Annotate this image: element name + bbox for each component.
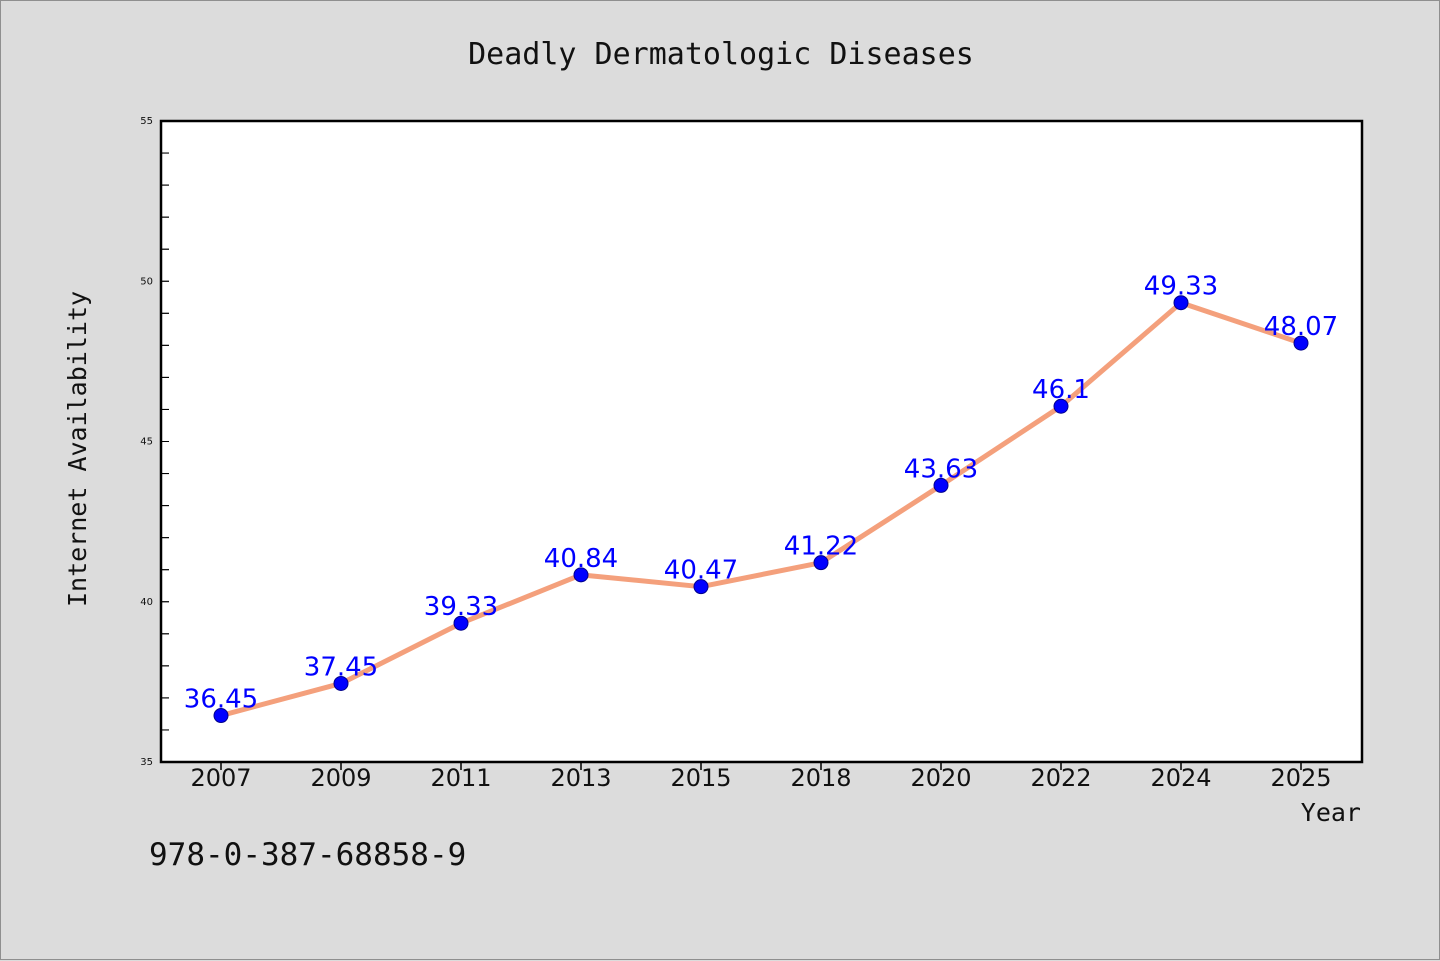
y-axis: 35 40 45 50 55 bbox=[140, 116, 169, 768]
data-point bbox=[1053, 398, 1069, 414]
x-tick-label: 2024 bbox=[1150, 764, 1211, 792]
isbn-footnote: 978-0-387-68858-9 bbox=[149, 837, 466, 873]
x-tick-label: 2015 bbox=[670, 764, 731, 792]
data-label: 36.45 bbox=[184, 685, 258, 715]
y-tick-label: 55 bbox=[140, 116, 153, 127]
data-point bbox=[813, 555, 829, 571]
data-label: 43.63 bbox=[904, 454, 978, 484]
data-point bbox=[693, 579, 709, 595]
plot-area bbox=[159, 119, 1364, 764]
x-tick-label: 2020 bbox=[910, 764, 971, 792]
x-tick-label: 2007 bbox=[190, 764, 251, 792]
x-axis-label: Year bbox=[1301, 798, 1361, 827]
data-point bbox=[213, 708, 229, 724]
y-tick-label: 45 bbox=[140, 437, 153, 448]
data-labels: 36.45 37.45 39.33 40.84 40.47 41.22 43.63 46.1 4… bbox=[184, 272, 1338, 715]
data-label: 40.47 bbox=[664, 556, 738, 586]
data-point bbox=[333, 675, 349, 691]
x-tick-label: 2022 bbox=[1030, 764, 1091, 792]
chart-title: Deadly Dermatologic Diseases bbox=[468, 37, 974, 72]
x-tick-label: 2025 bbox=[1270, 764, 1331, 792]
x-tick-label: 2011 bbox=[430, 764, 491, 792]
y-axis-label: Internet Availability bbox=[63, 291, 92, 607]
data-point bbox=[933, 477, 949, 493]
data-label: 49.33 bbox=[1144, 272, 1218, 302]
y-tick-label: 50 bbox=[140, 276, 153, 287]
x-tick-label: 2013 bbox=[550, 764, 611, 792]
data-point bbox=[1173, 295, 1189, 311]
data-label: 39.33 bbox=[424, 592, 498, 622]
data-label: 46.1 bbox=[1032, 375, 1090, 405]
y-tick-label: 40 bbox=[140, 597, 153, 608]
data-label: 37.45 bbox=[304, 652, 378, 682]
data-point bbox=[1293, 335, 1309, 351]
data-point bbox=[453, 615, 469, 631]
x-tick-label: 2009 bbox=[310, 764, 371, 792]
x-axis: 2007 2009 2011 2013 2015 2018 2020 2022 2024 2025 bbox=[190, 762, 1332, 792]
data-label: 41.22 bbox=[784, 532, 858, 562]
data-markers bbox=[213, 295, 1309, 724]
y-tick-label: 35 bbox=[140, 757, 153, 768]
series-line bbox=[218, 300, 1304, 719]
x-tick-label: 2018 bbox=[790, 764, 851, 792]
data-point bbox=[573, 567, 589, 583]
data-label: 48.07 bbox=[1264, 312, 1338, 342]
data-label: 40.84 bbox=[544, 544, 618, 574]
